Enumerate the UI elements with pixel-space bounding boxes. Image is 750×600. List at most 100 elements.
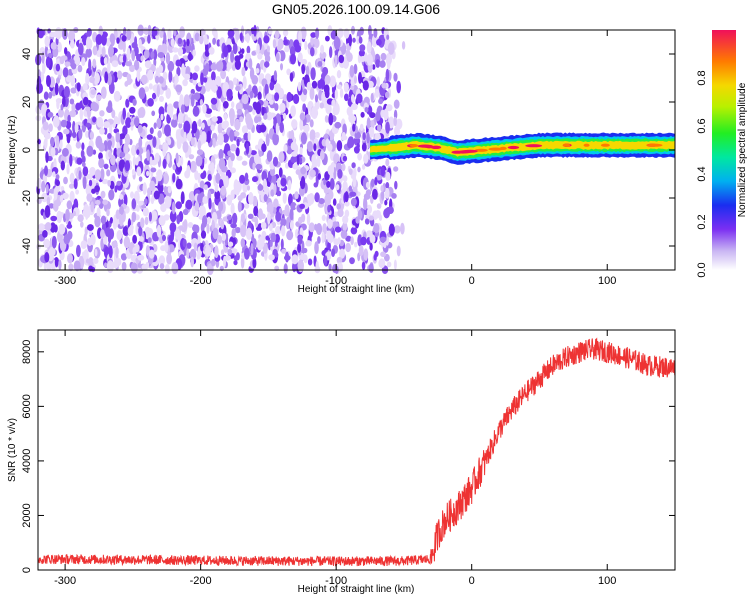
noise-blob (90, 234, 96, 246)
noise-blob (315, 223, 323, 235)
noise-blob (179, 26, 186, 38)
noise-blob (373, 223, 380, 234)
noise-blob (348, 168, 353, 176)
noise-blob (82, 96, 89, 106)
noise-blob (44, 251, 50, 263)
noise-blob (142, 27, 149, 35)
x-tick-label: 100 (598, 275, 616, 287)
noise-blob (53, 187, 58, 201)
noise-blob (250, 243, 254, 256)
noise-blob (280, 63, 283, 71)
noise-blob (253, 24, 257, 37)
noise-blob (326, 230, 332, 240)
noise-blob (91, 188, 96, 194)
noise-blob (81, 162, 86, 167)
noise-blob (204, 63, 210, 73)
noise-blob (172, 47, 179, 53)
noise-blob (102, 199, 109, 205)
x-tick-label: -200 (190, 575, 212, 587)
noise-blob (211, 27, 217, 37)
noise-blob (202, 195, 209, 204)
noise-blob (180, 104, 185, 114)
noise-blob (388, 223, 395, 236)
noise-blob (106, 169, 111, 177)
noise-blob (107, 179, 111, 187)
noise-blob (334, 121, 342, 129)
noise-blob (194, 170, 199, 181)
noise-blob (336, 140, 343, 152)
noise-blob (338, 54, 345, 64)
noise-blob (358, 245, 364, 257)
noise-blob (119, 136, 123, 148)
y-tick-label: -20 (21, 190, 33, 206)
noise-blob (352, 37, 356, 43)
noise-blob (309, 119, 314, 128)
noise-blob (86, 27, 92, 37)
signal-peak (525, 144, 543, 148)
noise-blob (178, 122, 183, 129)
noise-blob (221, 233, 227, 241)
noise-blob (142, 207, 149, 217)
noise-blob (358, 49, 365, 57)
noise-blob (273, 70, 278, 82)
noise-blob (357, 166, 361, 173)
noise-blob (58, 108, 64, 118)
noise-blob (211, 258, 216, 267)
noise-blob (187, 222, 194, 228)
noise-blob (48, 123, 53, 132)
noise-blob (248, 84, 252, 92)
noise-blob (94, 72, 100, 84)
signal-peak (409, 144, 419, 148)
noise-blob (299, 119, 304, 131)
noise-blob (230, 248, 238, 254)
noise-blob (166, 253, 173, 265)
noise-blob (239, 116, 244, 123)
noise-blob (150, 167, 157, 173)
noise-blob (235, 147, 240, 157)
signal-peak (507, 145, 520, 150)
noise-blob (189, 248, 197, 260)
noise-blob (211, 202, 215, 215)
noise-blob (60, 55, 68, 61)
noise-blob (306, 212, 311, 226)
noise-blob (314, 241, 319, 255)
noise-blob (107, 140, 113, 147)
noise-blob (206, 263, 214, 276)
noise-blob (108, 245, 113, 259)
noise-blob (192, 72, 198, 81)
noise-blob (297, 81, 301, 92)
noise-blob (182, 208, 189, 216)
noise-blob (182, 79, 188, 87)
noise-blob (326, 180, 331, 188)
noise-blob (328, 263, 332, 271)
noise-blob (318, 198, 325, 205)
noise-blob (381, 82, 387, 89)
noise-blob (278, 167, 283, 178)
noise-blob (96, 116, 104, 128)
noise-blob (165, 87, 171, 99)
noise-blob (295, 228, 299, 239)
noise-blob (203, 157, 208, 165)
noise-blob (146, 134, 153, 140)
noise-blob (310, 47, 315, 57)
noise-blob (328, 112, 334, 126)
noise-blob (116, 180, 122, 186)
noise-blob (334, 89, 338, 100)
noise-blob (348, 33, 352, 47)
x-tick-label: -100 (325, 575, 347, 587)
noise-blob (303, 124, 310, 133)
noise-blob (380, 52, 387, 61)
noise-blob (369, 112, 376, 119)
noise-blob (374, 176, 378, 186)
noise-blob (385, 68, 390, 82)
noise-blob (99, 110, 105, 117)
noise-blob (310, 67, 316, 81)
noise-blob (174, 73, 179, 84)
noise-blob (43, 91, 49, 100)
noise-blob (86, 145, 94, 157)
noise-blob (273, 198, 279, 209)
noise-blob (48, 91, 53, 99)
noise-blob (70, 87, 77, 94)
noise-blob (362, 80, 369, 91)
